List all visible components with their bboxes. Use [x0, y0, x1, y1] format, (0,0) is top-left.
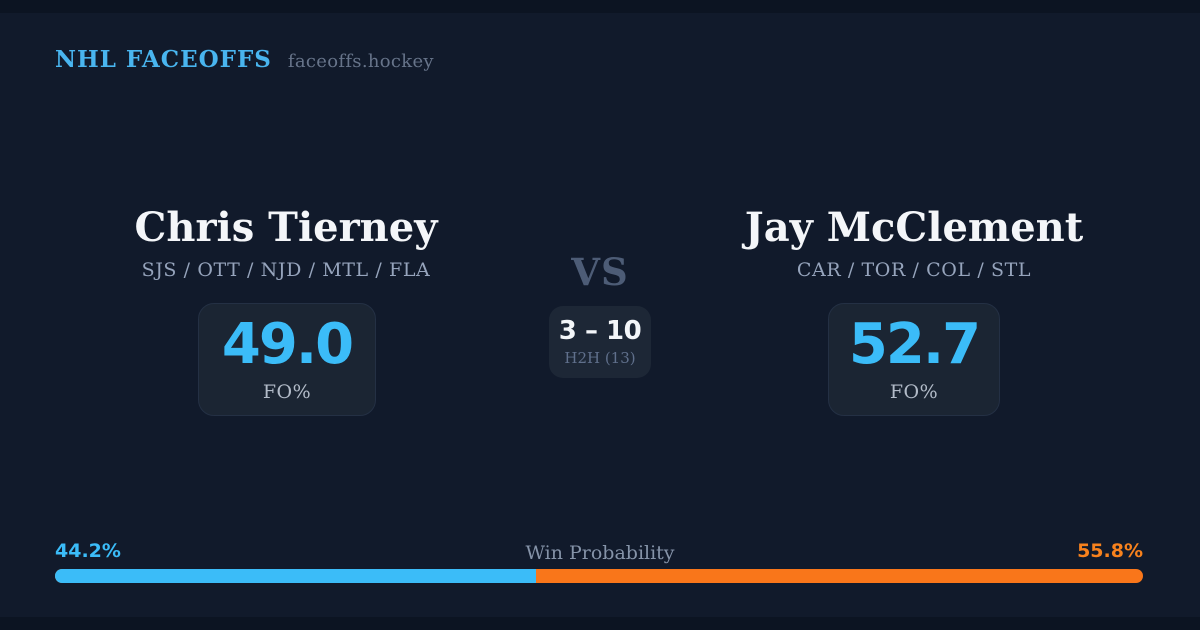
win-probability-bar — [55, 569, 1143, 583]
player-right-fo-value: 52.7 — [848, 311, 981, 377]
head-to-head-label: H2H (13) — [564, 348, 636, 367]
head-to-head-score: 3 – 10 — [558, 315, 642, 346]
top-edge-band — [0, 0, 1200, 13]
header: NHL FACEOFFS faceoffs.hockey — [55, 46, 434, 73]
player-right-fo-stat-box: 52.7 FO% — [828, 303, 1000, 416]
player-left-fo-value: 49.0 — [221, 311, 354, 377]
player-right-name: Jay McClement — [744, 204, 1084, 251]
player-right-fo-label: FO% — [889, 380, 939, 403]
bottom-edge-band — [0, 617, 1200, 630]
player-left-fo-stat-box: 49.0 FO% — [198, 303, 376, 416]
player-left-name: Chris Tierney — [134, 204, 438, 251]
site-tagline: faceoffs.hockey — [287, 51, 434, 72]
vs-label: VS — [571, 250, 629, 294]
win-probability-right-pct: 55.8% — [1077, 540, 1143, 562]
brand-logo: NHL FACEOFFS — [55, 46, 272, 73]
player-left-teams: SJS / OTT / NJD / MTL / FLA — [141, 259, 431, 281]
player-left-fo-label: FO% — [262, 380, 312, 403]
head-to-head-box: 3 – 10 H2H (13) — [549, 306, 651, 378]
player-right-teams: CAR / TOR / COL / STL — [796, 259, 1032, 281]
player-right-column: Jay McClement CAR / TOR / COL / STL — [664, 204, 1164, 282]
win-probability-bar-left-segment — [55, 569, 536, 583]
win-probability-left-pct: 44.2% — [55, 540, 121, 562]
win-probability-title: Win Probability — [525, 542, 675, 564]
player-left-column: Chris Tierney SJS / OTT / NJD / MTL / FL… — [36, 204, 536, 282]
